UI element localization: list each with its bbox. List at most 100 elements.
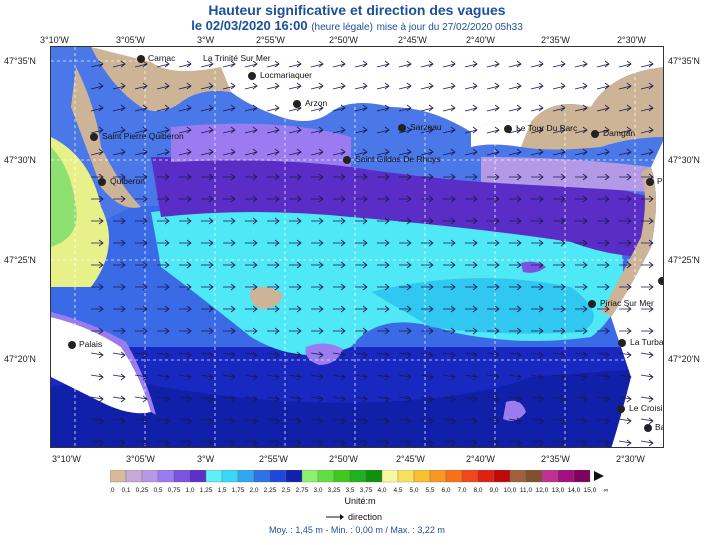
wave-direction-arrow [641, 261, 654, 269]
wave-direction-arrow [442, 395, 456, 403]
wave-direction-arrow [530, 104, 544, 112]
label-arzon: Arzon [305, 98, 327, 108]
wave-direction-arrow [112, 417, 126, 425]
wave-direction-arrow [332, 148, 346, 156]
legend-swatch [349, 469, 367, 483]
legend-direction-label: direction [348, 512, 382, 522]
wave-direction-arrow [487, 239, 500, 247]
wave-direction-arrow [508, 373, 522, 381]
wave-direction-arrow [421, 327, 434, 335]
wave-direction-arrow [509, 195, 522, 203]
wave-direction-arrow [311, 305, 324, 313]
wave-direction-arrow [200, 148, 214, 156]
wave-direction-arrow [245, 173, 258, 181]
wave-direction-arrow [355, 327, 368, 335]
wave-direction-arrow [112, 126, 126, 134]
marker-le-croisic [617, 405, 625, 413]
map-title: Hauteur significative et direction des v… [208, 2, 506, 18]
legend-value: 3,75 [360, 487, 373, 494]
wave-direction-arrow [596, 104, 610, 112]
wave-direction-arrow [245, 217, 258, 225]
wave-direction-arrow [113, 305, 126, 313]
wave-direction-arrow [223, 261, 236, 269]
label-la-turba: La Turba [630, 337, 664, 347]
lon-label-bottom: 2°30'W [616, 454, 645, 464]
wave-direction-arrow [420, 60, 434, 68]
wave-direction-arrow [464, 351, 478, 359]
map-svg: Carnac La Trinité Sur Mer Locmariaquer A… [51, 47, 664, 447]
legend-swatch [397, 469, 415, 483]
legend-swatch [573, 469, 591, 483]
wave-direction-arrow [421, 217, 434, 225]
wave-direction-arrow [332, 104, 346, 112]
wave-direction-arrow [641, 217, 654, 225]
wave-direction-arrow [332, 439, 346, 447]
wave-direction-arrow [376, 60, 390, 68]
wave-direction-arrow [619, 327, 632, 335]
wave-direction-arrow [377, 173, 390, 181]
wave-direction-arrow [553, 261, 566, 269]
wave-direction-arrow [575, 305, 588, 313]
wave-direction-arrow [90, 126, 104, 134]
marker-quiberon [98, 178, 106, 186]
legend-swatch [557, 469, 575, 483]
wave-direction-arrow [244, 104, 258, 112]
wave-direction-arrow [288, 148, 302, 156]
wave-direction-arrow [464, 126, 478, 134]
legend-swatch [237, 469, 255, 483]
lon-label-bottom: 2°50'W [329, 454, 358, 464]
label-quiberon: Quiberon [110, 176, 145, 186]
wave-direction-arrow [508, 351, 522, 359]
wave-direction-arrow [465, 195, 478, 203]
legend-value: 4,5 [393, 487, 402, 494]
wave-direction-arrow [509, 173, 522, 181]
wave-direction-arrow [640, 373, 654, 381]
wave-direction-arrow [487, 283, 500, 291]
wave-direction-arrow [508, 82, 522, 90]
wave-direction-arrow [640, 148, 654, 156]
legend-swatch [157, 469, 175, 483]
wave-direction-arrow [354, 373, 368, 381]
wave-direction-arrow [377, 283, 390, 291]
legend-value: 4,0 [377, 487, 386, 494]
wave-direction-arrow [222, 439, 236, 447]
wave-direction-arrow [134, 126, 148, 134]
wave-direction-arrow [178, 439, 192, 447]
wave-direction-arrow [113, 217, 126, 225]
wave-direction-arrow [288, 395, 302, 403]
wave-direction-arrow [332, 395, 346, 403]
wave-direction-arrow [354, 104, 368, 112]
island-small [521, 261, 546, 273]
wave-direction-arrow [157, 217, 170, 225]
wave-direction-arrow [464, 60, 478, 68]
wave-direction-arrow [486, 104, 500, 112]
wave-direction-arrow [465, 217, 478, 225]
legend-value: 1,75 [232, 487, 245, 494]
land-north [91, 47, 663, 132]
wave-direction-arrow [267, 261, 280, 269]
wave-direction-arrow [552, 373, 566, 381]
wave-direction-arrow [552, 126, 566, 134]
wave-direction-arrow [552, 60, 566, 68]
legend-value: 1,25 [200, 487, 213, 494]
wave-direction-arrow [399, 261, 412, 269]
label-damgan: Damgan [603, 128, 635, 138]
wave-direction-arrow [597, 283, 610, 291]
wave-direction-arrow [135, 327, 148, 335]
wave-direction-arrow [134, 417, 148, 425]
legend-swatch [493, 469, 511, 483]
wave-direction-arrow [574, 148, 588, 156]
wave-direction-arrow [575, 283, 588, 291]
wave-direction-arrow [90, 148, 104, 156]
wave-direction-arrow [267, 217, 280, 225]
lon-label-top: 2°30'W [617, 35, 646, 45]
wave-direction-arrow [222, 104, 236, 112]
wave-direction-arrow [399, 305, 412, 313]
wave-direction-arrow [575, 217, 588, 225]
legend-swatch [189, 469, 207, 483]
wave-direction-arrow [596, 395, 610, 403]
legend-value: 12,0 [536, 487, 549, 494]
wave-direction-arrow [179, 239, 192, 247]
wave-direction-arrow [399, 217, 412, 225]
wave-direction-arrow [530, 439, 544, 447]
